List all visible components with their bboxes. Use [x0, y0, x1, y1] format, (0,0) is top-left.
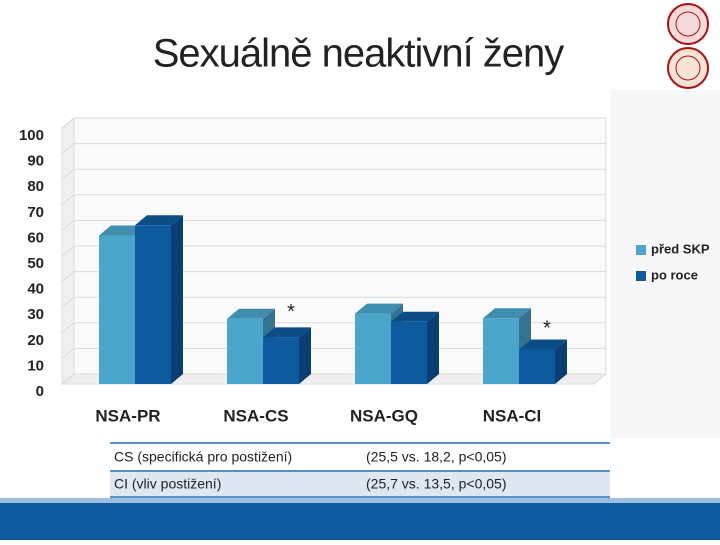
annotation: * [543, 318, 551, 340]
x-tick-label: NSA-CS [223, 406, 288, 425]
logo-top-inner [675, 11, 701, 37]
bar [355, 313, 391, 384]
bar-side [171, 215, 183, 384]
bar-side [427, 311, 439, 384]
y-tick-label: 10 [27, 357, 44, 374]
grid-line [61, 245, 606, 257]
grid-line [61, 296, 606, 308]
grid-line [61, 271, 606, 282]
grid-line [61, 194, 606, 206]
bar [263, 337, 299, 384]
grid-line [61, 143, 606, 154]
bar-top [355, 303, 403, 314]
bar-side [555, 339, 567, 384]
bar-top [263, 327, 311, 338]
grid-line [61, 117, 606, 129]
annotation: * [287, 301, 295, 323]
y-tick-label: 60 [27, 229, 44, 246]
y-tick-label: 20 [27, 332, 44, 349]
bar-side [299, 327, 311, 384]
y-tick-label: 80 [27, 178, 44, 195]
bar [227, 318, 263, 384]
bar [99, 235, 135, 384]
y-tick-label: 30 [27, 306, 44, 323]
bar [391, 321, 427, 384]
footer-band [0, 503, 720, 540]
bar [519, 349, 555, 384]
legend-label: po roce [651, 267, 698, 282]
logo-top [667, 3, 709, 45]
bar [135, 225, 171, 384]
table-cell: (25,7 vs. 13,5, p<0,05) [366, 476, 506, 492]
table-cell: CI (vliv postižení) [114, 476, 221, 492]
x-tick-label: NSA-PR [95, 406, 160, 425]
bar-top [135, 215, 183, 226]
grid-line [61, 168, 606, 180]
logo-bottom-inner [675, 55, 701, 81]
table-row-bg [110, 471, 610, 497]
table-cell: CS (specifická pro postižení) [114, 449, 292, 465]
y-tick-label: 50 [27, 255, 44, 272]
y-tick-label: 90 [27, 153, 44, 170]
x-tick-label: NSA-GQ [350, 406, 418, 425]
bar [483, 318, 519, 384]
y-tick-label: 70 [27, 204, 44, 221]
y-tick-label: 40 [27, 281, 44, 298]
bar-top [227, 308, 275, 319]
bar-top [483, 308, 531, 319]
logo-bottom [667, 47, 709, 89]
y-tick-label: 0 [36, 383, 44, 400]
legend-label: před SKP [651, 241, 710, 256]
legend-swatch [636, 271, 646, 281]
y-tick-label: 100 [19, 127, 44, 144]
bar-top [519, 339, 567, 350]
footer-stripe [0, 498, 720, 503]
grid-line [61, 219, 606, 231]
legend-swatch [636, 245, 646, 255]
x-tick-label: NSA-CI [483, 406, 542, 425]
bar-top [391, 311, 439, 322]
slide-title: Sexuálně neaktivní ženy [153, 32, 565, 76]
table-cell: (25,5 vs. 18,2, p<0,05) [366, 449, 506, 465]
